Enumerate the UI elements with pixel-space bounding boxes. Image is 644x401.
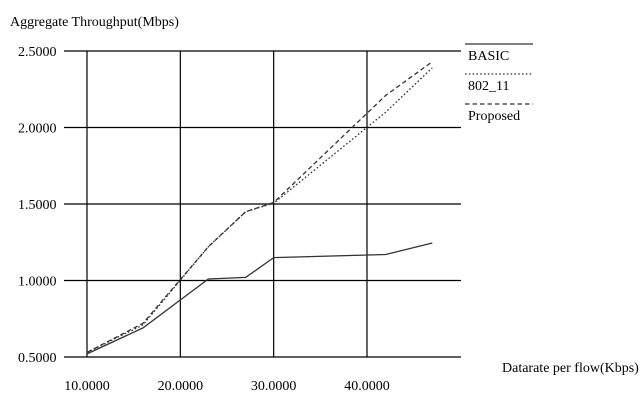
legend: BASIC 802_11 Proposed bbox=[465, 43, 533, 124]
y-tick-label: 1.5000 bbox=[18, 198, 57, 213]
legend-label: 802_11 bbox=[468, 79, 509, 94]
y-tick-label: 2.0000 bbox=[18, 122, 57, 137]
y-axis-label: Aggregate Throughput(Mbps) bbox=[10, 15, 179, 30]
grid bbox=[64, 50, 461, 358]
series-line-802-11 bbox=[86, 67, 433, 353]
x-tick-label: 40.0000 bbox=[344, 379, 390, 394]
y-tick-labels: 0.5000 1.0000 1.5000 2.0000 2.5000 bbox=[18, 45, 57, 366]
y-tick-label: 2.5000 bbox=[18, 45, 57, 60]
y-tick-label: 1.0000 bbox=[18, 275, 57, 290]
x-tick-label: 30.0000 bbox=[251, 379, 297, 394]
series-lines bbox=[86, 61, 433, 355]
legend-label: Proposed bbox=[468, 109, 520, 124]
y-tick-label: 0.5000 bbox=[18, 351, 57, 366]
x-tick-label: 10.0000 bbox=[64, 379, 110, 394]
x-tick-label: 20.0000 bbox=[158, 379, 204, 394]
series-line-basic bbox=[86, 242, 433, 355]
legend-label: BASIC bbox=[468, 49, 509, 64]
series-line-proposed bbox=[86, 61, 433, 353]
x-axis-label: Datarate per flow(Kbps) bbox=[502, 361, 639, 376]
x-tick-labels: 10.0000 20.0000 30.0000 40.0000 bbox=[64, 379, 390, 394]
